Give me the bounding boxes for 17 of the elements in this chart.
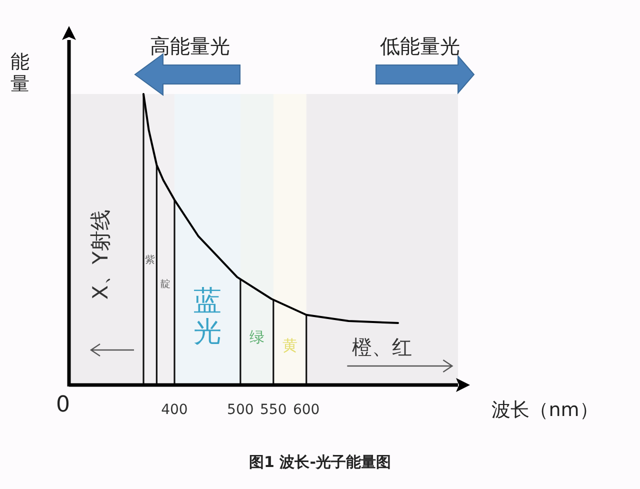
y-axis-title: 能量 bbox=[10, 51, 30, 95]
band-label: 紫 bbox=[145, 254, 156, 266]
x-tick-label: 600 bbox=[292, 402, 320, 418]
x-tick-label: 400 bbox=[161, 402, 188, 418]
x-axis-title: 波长（nm） bbox=[492, 399, 598, 421]
band-label: 橙、红 bbox=[352, 335, 412, 359]
text: 高能量光 bbox=[150, 34, 230, 58]
text: 0 bbox=[56, 392, 70, 418]
band-label: 蓝光 bbox=[193, 283, 222, 348]
band-label: 绿 bbox=[249, 328, 264, 346]
band-label: 靛 bbox=[160, 278, 171, 290]
x-tick-label: 550 bbox=[260, 402, 287, 418]
text: 低能量光 bbox=[380, 34, 460, 58]
band-label: 黄 bbox=[282, 338, 298, 355]
text: 图1 波长-光子能量图 bbox=[249, 453, 391, 471]
band-label: X、Y射线 bbox=[88, 209, 112, 300]
x-tick-label: 500 bbox=[227, 402, 254, 418]
